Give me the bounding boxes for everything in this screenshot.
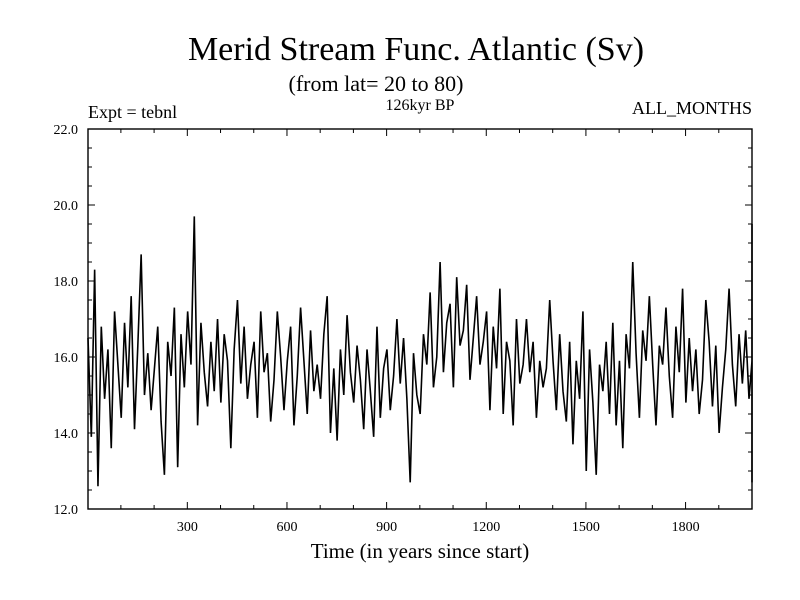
chart-subtitle: (from lat= 20 to 80) (289, 71, 464, 96)
y-tick-label: 12.0 (54, 503, 79, 518)
x-tick-label: 1800 (672, 520, 700, 535)
months-label: ALL_MONTHS (632, 98, 752, 118)
series-layer (87, 216, 753, 487)
y-tick-label: 18.0 (54, 275, 79, 290)
y-tick-label: 14.0 (54, 427, 79, 442)
y-tick-label: 22.0 (54, 123, 79, 138)
y-tick-label: 16.0 (54, 351, 79, 366)
chart-header: Merid Stream Func. Atlantic (Sv) (from l… (88, 31, 752, 122)
x-tick-label: 600 (276, 520, 297, 535)
x-axis-label: Time (in years since start) (311, 539, 530, 563)
experiment-label: Expt = tebnl (88, 102, 177, 122)
x-tick-label: 1500 (572, 520, 600, 535)
x-tick-label: 900 (376, 520, 397, 535)
x-tick-label: 1200 (472, 520, 500, 535)
y-tick-label: 20.0 (54, 199, 79, 214)
y-axis: 12.0 14.0 16.0 18.0 20.0 22.0 (54, 123, 752, 518)
x-tick-label: 300 (177, 520, 198, 535)
series-line (87, 216, 753, 487)
chart-title: Merid Stream Func. Atlantic (Sv) (188, 31, 644, 68)
x-axis: 300 600 900 1200 1500 1800 (120, 129, 720, 535)
period-label: 126kyr BP (386, 97, 455, 114)
